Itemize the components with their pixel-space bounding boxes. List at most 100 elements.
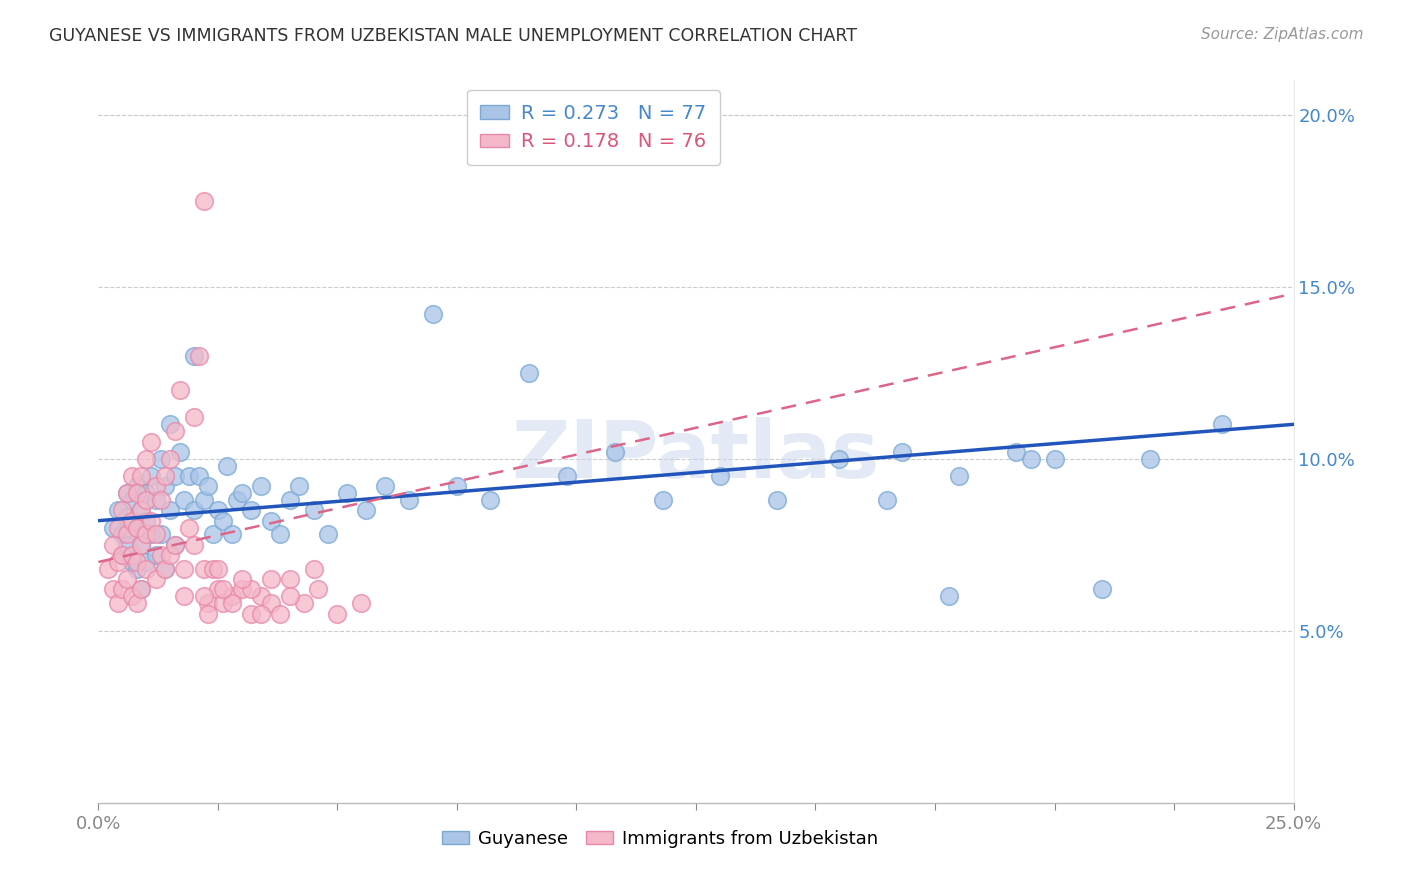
- Point: [159, 503, 181, 517]
- Point: [316, 527, 339, 541]
- Point: [1043, 451, 1066, 466]
- Point: [876, 493, 898, 508]
- Point: [221, 527, 243, 541]
- Point: [240, 503, 263, 517]
- Point: [221, 596, 243, 610]
- Point: [179, 520, 201, 534]
- Point: [131, 469, 153, 483]
- Point: [211, 596, 233, 610]
- Point: [135, 514, 157, 528]
- Point: [145, 572, 167, 586]
- Point: [193, 493, 215, 508]
- Point: [131, 503, 153, 517]
- Point: [163, 538, 186, 552]
- Point: [948, 469, 970, 483]
- Point: [197, 607, 219, 621]
- Point: [125, 562, 148, 576]
- Point: [97, 562, 120, 576]
- Point: [183, 538, 205, 552]
- Point: [938, 590, 960, 604]
- Point: [125, 555, 148, 569]
- Point: [278, 493, 301, 508]
- Point: [240, 582, 263, 597]
- Point: [169, 383, 191, 397]
- Point: [139, 527, 162, 541]
- Point: [115, 538, 138, 552]
- Point: [107, 520, 129, 534]
- Point: [240, 607, 263, 621]
- Point: [155, 562, 177, 576]
- Point: [250, 590, 273, 604]
- Point: [149, 527, 172, 541]
- Point: [231, 572, 253, 586]
- Point: [398, 493, 420, 508]
- Point: [131, 582, 153, 597]
- Point: [517, 366, 540, 380]
- Point: [828, 451, 851, 466]
- Point: [226, 493, 249, 508]
- Point: [1211, 417, 1233, 432]
- Point: [107, 503, 129, 517]
- Point: [1139, 451, 1161, 466]
- Point: [259, 572, 281, 586]
- Point: [446, 479, 468, 493]
- Point: [159, 451, 181, 466]
- Point: [135, 486, 157, 500]
- Point: [121, 590, 143, 604]
- Text: GUYANESE VS IMMIGRANTS FROM UZBEKISTAN MALE UNEMPLOYMENT CORRELATION CHART: GUYANESE VS IMMIGRANTS FROM UZBEKISTAN M…: [49, 27, 858, 45]
- Point: [115, 486, 138, 500]
- Point: [135, 451, 157, 466]
- Point: [149, 493, 172, 508]
- Point: [183, 503, 205, 517]
- Point: [101, 582, 124, 597]
- Point: [145, 548, 167, 562]
- Point: [302, 503, 325, 517]
- Point: [107, 596, 129, 610]
- Point: [139, 514, 162, 528]
- Point: [890, 445, 912, 459]
- Point: [115, 486, 138, 500]
- Point: [336, 486, 359, 500]
- Point: [125, 479, 148, 493]
- Point: [159, 548, 181, 562]
- Point: [149, 548, 172, 562]
- Point: [326, 607, 349, 621]
- Point: [278, 572, 301, 586]
- Point: [131, 538, 153, 552]
- Point: [1091, 582, 1114, 597]
- Point: [155, 469, 177, 483]
- Point: [139, 469, 162, 483]
- Point: [207, 562, 229, 576]
- Point: [115, 572, 138, 586]
- Point: [187, 349, 209, 363]
- Point: [135, 527, 157, 541]
- Point: [115, 510, 138, 524]
- Point: [1019, 451, 1042, 466]
- Point: [139, 434, 162, 449]
- Point: [111, 527, 134, 541]
- Point: [121, 555, 143, 569]
- Point: [354, 503, 377, 517]
- Point: [479, 493, 502, 508]
- Point: [555, 469, 578, 483]
- Legend: Guyanese, Immigrants from Uzbekistan: Guyanese, Immigrants from Uzbekistan: [434, 822, 886, 855]
- Point: [259, 596, 281, 610]
- Point: [173, 493, 195, 508]
- Point: [111, 548, 134, 562]
- Point: [221, 590, 243, 604]
- Point: [231, 486, 253, 500]
- Point: [135, 562, 157, 576]
- Point: [231, 582, 253, 597]
- Point: [125, 596, 148, 610]
- Point: [155, 479, 177, 493]
- Point: [651, 493, 673, 508]
- Point: [709, 469, 731, 483]
- Point: [307, 582, 329, 597]
- Point: [288, 479, 311, 493]
- Point: [173, 590, 195, 604]
- Point: [125, 520, 148, 534]
- Point: [1005, 445, 1028, 459]
- Point: [173, 562, 195, 576]
- Point: [269, 527, 291, 541]
- Point: [292, 596, 315, 610]
